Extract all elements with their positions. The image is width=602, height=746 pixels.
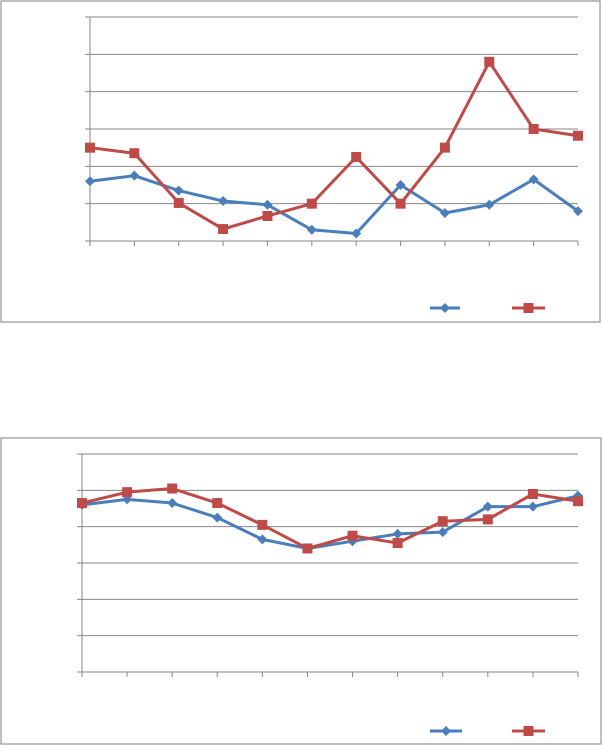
series-1-point: [306, 224, 317, 235]
series-1-line: [89, 174, 579, 236]
series-1-point: [173, 185, 184, 196]
series-2-point: [484, 56, 495, 67]
series-1-point: [482, 501, 493, 512]
series-1-point: [262, 199, 273, 210]
series-2-point: [573, 130, 583, 141]
series-2-point: [218, 224, 229, 235]
series-1-point: [528, 174, 539, 185]
series-1-point: [257, 534, 268, 545]
series-2-point: [257, 519, 268, 530]
series-1-point: [439, 208, 450, 218]
series-2-point: [573, 496, 583, 507]
series-2-point: [528, 124, 539, 134]
series-2-point: [302, 543, 313, 554]
series-2-point: [347, 530, 358, 541]
series-2-line: [89, 60, 579, 231]
series-2-point: [439, 142, 450, 153]
series-1-point: [218, 196, 229, 207]
series-1-line: [81, 494, 579, 550]
chart-2: [0, 437, 602, 745]
series-2-line: [81, 487, 579, 550]
chart-1: [0, 0, 601, 323]
series-2-point: [122, 487, 133, 498]
series-2-point: [437, 516, 448, 527]
series-1-point: [437, 527, 448, 538]
legend-key-marker: [523, 303, 534, 313]
series-2-point: [77, 498, 87, 509]
series-2-point: [262, 210, 273, 221]
series-1-point: [212, 512, 223, 523]
series-1-point: [392, 528, 403, 539]
series-2-point: [129, 148, 140, 159]
series-2-point: [306, 198, 317, 209]
series-1-point: [484, 199, 495, 210]
series-2-point: [212, 498, 223, 509]
series-1-point: [129, 170, 140, 181]
legend-key-marker: [441, 726, 451, 736]
series-2-point: [351, 152, 362, 162]
series-1-point: [167, 498, 178, 509]
series-1-point: [573, 206, 583, 217]
series-2-point: [167, 483, 178, 494]
chart-frame: [0, 437, 602, 745]
chart-frame: [0, 0, 601, 323]
series-2-point: [395, 198, 406, 209]
legend-key-marker: [523, 726, 534, 736]
series-1-point: [351, 228, 362, 239]
legend-key-marker: [440, 303, 450, 313]
series-2-point: [173, 197, 184, 208]
series-1-point: [527, 501, 538, 512]
series-1-point: [395, 180, 406, 190]
series-2-point: [527, 488, 538, 499]
series-2-point: [392, 538, 403, 549]
series-1-point: [85, 176, 95, 187]
series-2-point: [482, 514, 493, 525]
series-2-point: [85, 142, 95, 153]
